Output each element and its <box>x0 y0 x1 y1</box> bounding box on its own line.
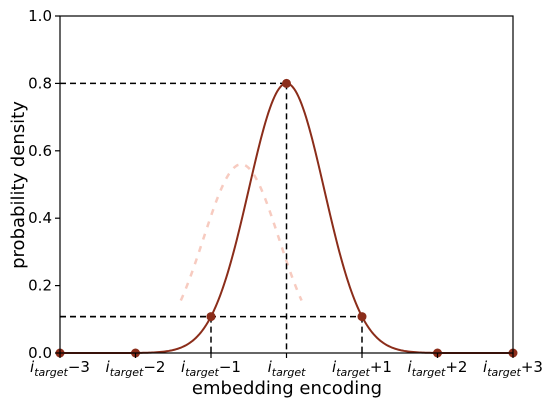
ghost-curve-layer <box>179 163 303 302</box>
x-tick-label: itarget+3 <box>483 358 543 379</box>
x-tick-label: itarget−2 <box>106 358 166 379</box>
x-tick-label: itarget <box>268 358 306 379</box>
x-axis-ticks: itarget−3 itarget−2 itarget−1 itarget itarge… <box>30 353 543 379</box>
y-tick-label: 0.4 <box>28 209 52 227</box>
y-tick-label: 0.6 <box>28 142 52 160</box>
data-point-4 <box>357 312 367 322</box>
x-tick-label: itarget+1 <box>332 358 392 379</box>
x-tick-label: itarget−1 <box>181 358 241 379</box>
y-axis-title: probability density <box>8 101 29 269</box>
y-tick-label: 0.8 <box>28 74 52 92</box>
data-point-2 <box>206 312 216 322</box>
y-axis-ticks: 0.0 0.2 0.4 0.6 0.8 1.0 <box>28 7 60 362</box>
x-tick-label: itarget+2 <box>408 358 468 379</box>
y-tick-label: 1.0 <box>28 7 52 25</box>
x-axis-title: embedding encoding <box>192 378 382 399</box>
x-tick-label: itarget−3 <box>30 358 90 379</box>
data-point-3 <box>282 78 291 88</box>
ghost-curve <box>179 163 303 302</box>
y-tick-label: 0.2 <box>28 277 52 295</box>
y-tick-label: 0.0 <box>28 344 52 362</box>
